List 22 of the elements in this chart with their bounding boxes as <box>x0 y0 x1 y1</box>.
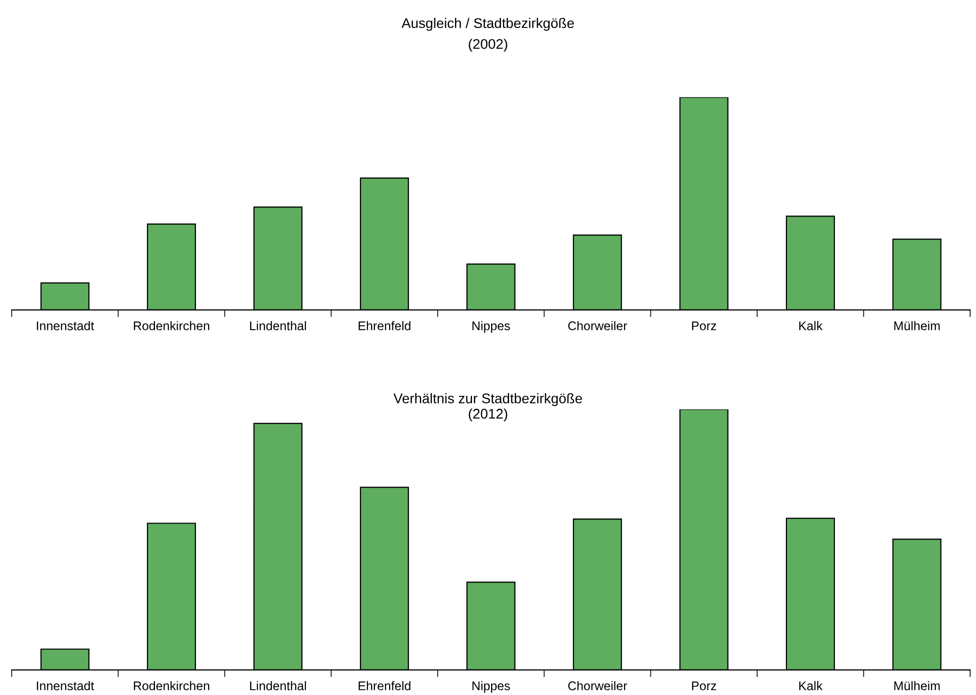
x-tick-label: Innenstadt <box>36 681 94 690</box>
x-tick-label: Ehrenfeld <box>358 321 410 330</box>
x-tick-label: Nippes <box>472 321 510 333</box>
x-tick-label: Porz <box>692 682 716 690</box>
chart-title: Ausgleich / Stadtbezirkgöße <box>402 18 574 31</box>
x-tick-label: Chorweiler <box>568 681 628 690</box>
x-tick-label: Lindenthal <box>250 321 306 330</box>
chart-subtitle: (2012) <box>468 408 508 422</box>
x-tick-label: Porz <box>692 322 716 330</box>
x-tick-label: Chorweiler <box>568 321 628 330</box>
chart-subtitle: (2002) <box>468 38 508 52</box>
x-tick-label: Nippes <box>472 681 510 693</box>
x-tick-label: Mülheim <box>894 321 940 330</box>
x-tick-label: Kalk <box>799 321 823 330</box>
x-tick-label: Innenstadt <box>36 321 94 330</box>
x-tick-label: Kalk <box>799 681 823 690</box>
x-tick-label: Rodenkirchen <box>134 321 210 330</box>
x-tick-label: Rodenkirchen <box>134 681 210 690</box>
x-tick-label: Mülheim <box>894 681 940 690</box>
x-tick-label: Ehrenfeld <box>358 681 410 690</box>
chart-title: Verhältnis zur Stadtbezirkgöße <box>393 393 582 406</box>
x-tick-label: Lindenthal <box>250 681 306 690</box>
